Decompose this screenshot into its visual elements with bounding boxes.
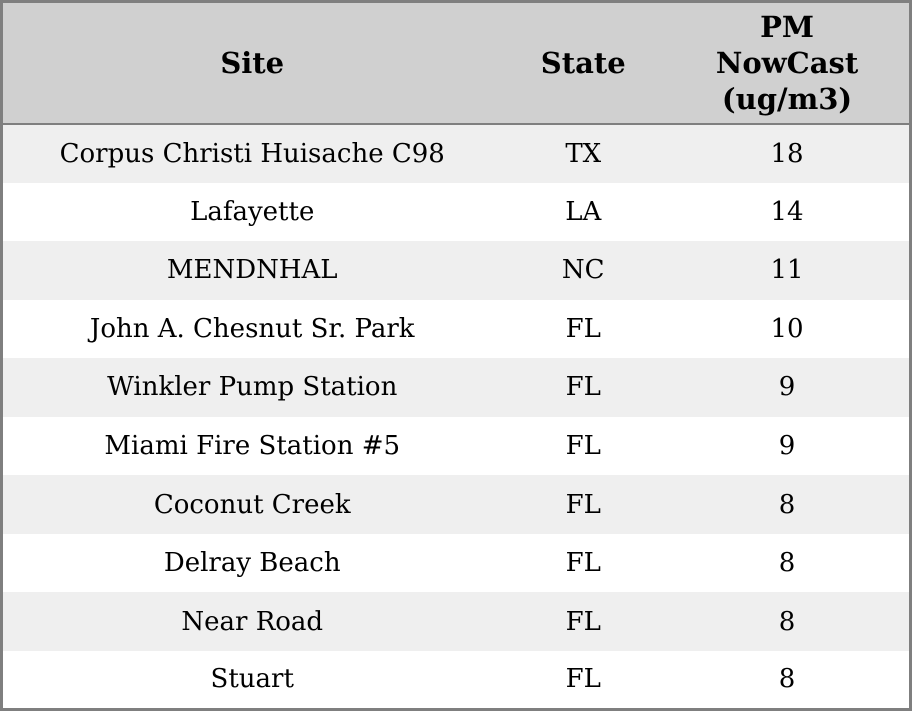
cell-state: FL	[565, 431, 601, 461]
cell-pm-nowcast: 9	[778, 431, 796, 461]
table-row: Lafayette LA 14	[1, 182, 911, 242]
cell-pm-nowcast: 9	[778, 372, 796, 403]
cell-state: FL	[565, 606, 601, 637]
cell-pm-nowcast: 8	[778, 606, 796, 637]
pm-header-line-3: (ug/m3)	[721, 82, 853, 117]
cell-site: Lafayette	[190, 196, 315, 227]
cell-pm-nowcast: 11	[770, 255, 804, 286]
cell-state: FL	[565, 313, 601, 344]
cell-state: LA	[565, 196, 602, 227]
cell-site: Stuart	[210, 664, 294, 695]
table-row: Corpus Christi Huisache C98 TX 18	[1, 124, 911, 183]
table-row: Stuart FL 8	[1, 650, 911, 710]
table-header: Site State PM NowCast (ug/m3)	[1, 1, 911, 125]
cell-site: Winkler Pump Station	[107, 372, 398, 403]
cell-pm-nowcast: 18	[770, 138, 804, 169]
cell-site: Near Road	[181, 606, 324, 637]
col-header-state: State	[501, 1, 666, 125]
cell-site: MENDNHAL	[166, 255, 338, 286]
cell-site: Coconut Creek	[153, 489, 351, 520]
table-row: MENDNHAL NC 11	[1, 241, 911, 300]
cell-site: John A. Chesnut Sr. Park	[89, 313, 415, 344]
cell-pm-nowcast: 8	[778, 548, 796, 579]
col-header-site: Site	[1, 1, 502, 125]
cell-pm-nowcast: 14	[770, 196, 804, 227]
cell-site: Corpus Christi Huisache C98	[59, 138, 445, 169]
cell-site: Miami Fire Station #5	[104, 431, 401, 461]
cell-site: Delray Beach	[163, 548, 341, 579]
pm-header-line-1: PM	[760, 9, 814, 44]
cell-pm-nowcast: 10	[770, 313, 804, 344]
pm-header-line-2: NowCast	[715, 45, 859, 80]
table-body: Corpus Christi Huisache C98 TX 18 Lafayette…	[1, 124, 911, 710]
cell-state: FL	[565, 548, 601, 579]
table-row: Near Road FL 8	[1, 592, 911, 651]
col-header-pm-nowcast: PM NowCast (ug/m3)	[665, 1, 911, 125]
table-row: Winkler Pump Station FL 9	[1, 358, 911, 417]
cell-state: NC	[561, 255, 605, 286]
cell-state: FL	[565, 664, 601, 695]
cell-pm-nowcast: 8	[778, 489, 796, 520]
header-row: Site State PM NowCast (ug/m3)	[1, 1, 911, 125]
cell-state: FL	[565, 489, 601, 520]
table-row: John A. Chesnut Sr. Park FL 10	[1, 299, 911, 359]
cell-state: FL	[565, 372, 601, 403]
cell-state: TX	[565, 138, 602, 169]
table-row: Delray Beach FL 8	[1, 533, 911, 593]
cell-pm-nowcast: 8	[778, 664, 796, 695]
table-row: Coconut Creek FL 8	[1, 475, 911, 534]
table-row: Miami Fire Station #5 FL 9	[1, 416, 911, 476]
